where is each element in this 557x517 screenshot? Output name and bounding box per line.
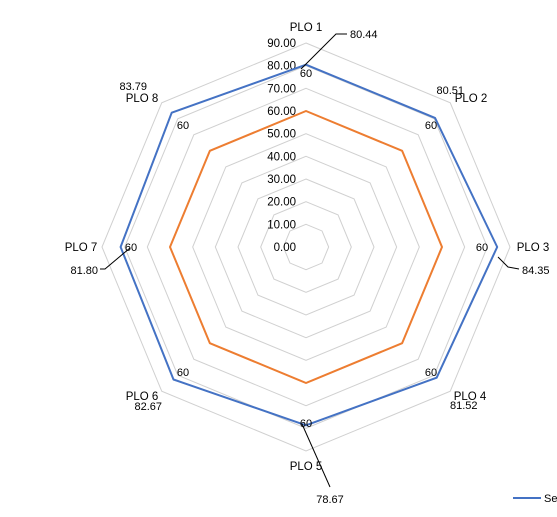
category-label: PLO 8 (126, 93, 159, 105)
radar-grid (101, 42, 511, 452)
category-label: PLO 5 (290, 461, 323, 473)
tick-label: 40.00 (267, 151, 296, 163)
data-label-orange: 60 (300, 68, 312, 80)
data-label-blue: 81.80 (70, 265, 98, 277)
tick-label: 90.00 (267, 38, 296, 50)
category-label: PLO 1 (290, 22, 323, 34)
grid-ring (146, 87, 466, 407)
data-label-orange: 60 (177, 367, 189, 379)
tick-label: 0.00 (274, 242, 296, 254)
data-label-blue: 78.67 (316, 494, 344, 506)
grid-ring (169, 110, 443, 384)
data-label-blue: 81.52 (450, 400, 478, 412)
category-label: PLO 2 (455, 93, 488, 105)
data-label-orange: 60 (125, 242, 137, 254)
data-label-leaders (100, 33, 520, 488)
tick-label: 60.00 (267, 106, 296, 118)
tick-label: 50.00 (267, 129, 296, 141)
data-label-orange: 60 (177, 120, 189, 132)
tick-label: 80.00 (267, 61, 296, 73)
category-label: PLO 3 (517, 242, 550, 254)
data-label-blue: 83.79 (119, 81, 147, 93)
tick-label: 20.00 (267, 197, 296, 209)
data-labels: 60 60 60 60 60 60 60 60 80.44 80.51 84.35 81.52 78.6… (70, 29, 549, 506)
leader-line (497, 256, 520, 270)
category-label: PLO 7 (65, 242, 98, 254)
series-orange-line (169, 110, 443, 384)
tick-label: 70.00 (267, 83, 296, 95)
data-label-orange: 60 (425, 120, 437, 132)
category-label: PLO 6 (126, 391, 159, 403)
grid-ring (124, 65, 488, 429)
tick-label: 10.00 (267, 219, 296, 231)
data-label-blue: 84.35 (522, 265, 550, 277)
data-label-blue: 82.67 (134, 401, 162, 413)
series-blue-line (119, 63, 499, 427)
data-label-orange: 60 (425, 367, 437, 379)
grid-ring (101, 42, 511, 452)
grid-ring (214, 155, 398, 339)
grid-ring (192, 133, 420, 361)
data-label-orange: 60 (476, 242, 488, 254)
category-labels: PLO 1 PLO 2 PLO 3 PLO 4 PLO 5 PLO 6 PLO 7 PLO 8 (65, 22, 550, 473)
tick-label: 30.00 (267, 174, 296, 186)
series-lines (119, 63, 499, 427)
data-label-orange: 60 (300, 418, 312, 430)
category-label: PLO 4 (454, 391, 487, 403)
legend-label: Ser (544, 493, 557, 505)
data-label-blue: 80.51 (436, 85, 464, 97)
grid-ring (237, 178, 375, 316)
leader-line (100, 247, 131, 270)
grid-ring (260, 201, 352, 293)
data-label-blue: 80.44 (350, 29, 378, 41)
radial-axis-ticks: 0.00 10.00 20.00 30.00 40.00 50.00 60.00 70.00 8… (267, 38, 296, 254)
legend: Ser (513, 493, 557, 505)
leader-line (300, 33, 347, 70)
grid-ring (282, 223, 330, 271)
leader-line (301, 423, 331, 488)
